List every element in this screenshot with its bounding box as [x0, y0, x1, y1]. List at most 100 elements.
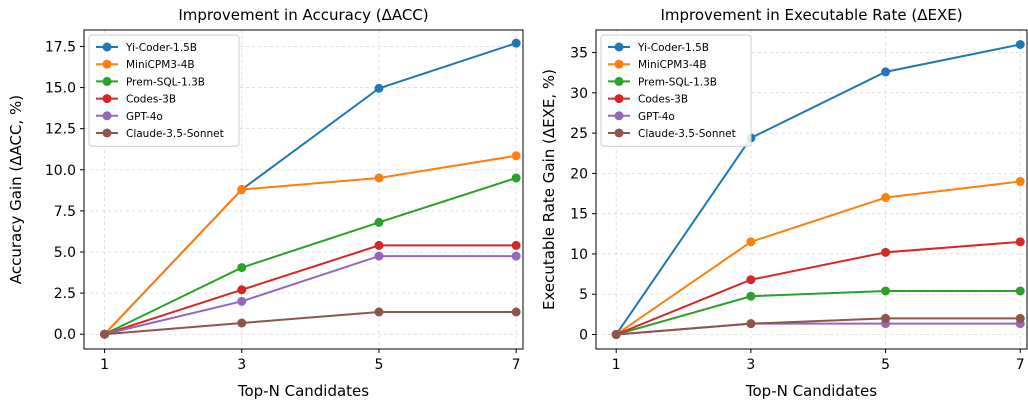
x-axis-label: Top-N Candidates — [745, 382, 877, 400]
y-tick-label: 12.5 — [45, 122, 76, 138]
y-tick-label: 35 — [570, 46, 588, 62]
data-point — [1015, 313, 1025, 323]
y-tick-label: 0.0 — [54, 327, 76, 343]
legend-label: Prem-SQL-1.3B — [126, 76, 205, 88]
legend-item: GPT-4o — [96, 111, 163, 123]
legend-marker — [102, 128, 112, 138]
data-point — [1015, 40, 1025, 49]
x-axis-label: Top-N Candidates — [237, 382, 369, 400]
legend-marker — [102, 59, 112, 69]
y-tick-label: 2.5 — [54, 286, 76, 302]
legend-label: Claude-3.5-Sonnet — [638, 128, 736, 140]
legend-item: Yi-Coder-1.5B — [96, 42, 197, 54]
data-point — [237, 296, 247, 306]
data-point — [511, 240, 521, 250]
legend-marker — [614, 59, 624, 69]
legend-label: GPT-4o — [638, 111, 675, 123]
data-point — [374, 217, 384, 227]
x-tick-label: 1 — [612, 357, 621, 373]
legend-marker — [614, 42, 624, 52]
legend-item: Prem-SQL-1.3B — [96, 76, 205, 88]
data-point — [511, 307, 521, 317]
y-tick-label: 5.0 — [54, 245, 76, 261]
legend-label: GPT-4o — [126, 111, 163, 123]
y-tick-label: 7.5 — [54, 204, 76, 220]
series-line-Claude-3.5-Sonnet — [104, 311, 517, 336]
data-point — [511, 38, 521, 48]
legend-marker — [102, 42, 112, 52]
series-line-Yi-Coder-1.5B — [615, 43, 1021, 336]
legend-marker — [102, 76, 112, 86]
legend-label: Yi-Coder-1.5B — [637, 42, 709, 54]
legend-label: Claude-3.5-Sonnet — [126, 128, 224, 140]
legend-item: Yi-Coder-1.5B — [608, 42, 709, 54]
legend-label: Prem-SQL-1.3B — [638, 76, 717, 88]
x-tick-label: 3 — [746, 357, 755, 373]
data-point — [881, 247, 891, 257]
data-point — [746, 237, 756, 247]
x-tick-label: 7 — [1016, 357, 1025, 373]
data-point — [1015, 176, 1025, 186]
legend: Yi-Coder-1.5B MiniCPM3-4B Prem-SQL-1.3B Cod… — [600, 34, 752, 147]
legend-item: Prem-SQL-1.3B — [608, 76, 717, 88]
legend: Yi-Coder-1.5B MiniCPM3-4B Prem-SQL-1.3B Cod… — [88, 34, 240, 147]
legend-item: MiniCPM3-4B — [608, 59, 707, 71]
data-point — [881, 313, 891, 323]
y-tick-label: 15 — [570, 207, 588, 223]
legend-label: Yi-Coder-1.5B — [125, 42, 197, 54]
legend-marker — [102, 111, 112, 121]
data-point — [374, 240, 384, 250]
legend-marker — [614, 76, 624, 86]
x-tick-label: 1 — [100, 357, 109, 373]
data-point — [511, 251, 521, 261]
series-line-Codes-3B — [104, 244, 517, 336]
series-line-MiniCPM3-4B — [103, 154, 517, 335]
y-tick-label: 15.0 — [45, 81, 76, 97]
data-point — [374, 173, 384, 183]
y-axis-label: Executable Rate Gain (ΔEXE, %) — [540, 69, 558, 310]
y-tick-label: 10.0 — [45, 163, 76, 179]
series-line-Claude-3.5-Sonnet — [616, 317, 1021, 336]
series-line-GPT-4o — [104, 255, 517, 336]
data-point — [374, 251, 384, 261]
legend-item: MiniCPM3-4B — [96, 59, 195, 71]
data-point — [611, 330, 621, 339]
legend-item: Claude-3.5-Sonnet — [608, 128, 736, 140]
chart-title: Improvement in Accuracy (ΔACC) — [178, 6, 428, 24]
y-tick-label: 30 — [570, 86, 588, 102]
legend-label: MiniCPM3-4B — [126, 59, 195, 71]
x-tick-label: 5 — [374, 357, 383, 373]
data-point — [237, 263, 247, 273]
y-tick-label: 10 — [570, 247, 588, 263]
x-tick-label: 3 — [237, 357, 246, 373]
chart-panel-1: 0.0 2.5 5.0 7.5 10.0 12.5 15.0 17.5 1 3 5 7 Improvem… — [7, 6, 524, 400]
legend-item: GPT-4o — [608, 111, 675, 123]
data-point — [237, 318, 247, 328]
legend-marker — [614, 94, 624, 104]
data-point — [100, 329, 110, 339]
y-tick-label: 0 — [579, 328, 588, 344]
axes-frame — [83, 29, 524, 350]
y-tick-label: 5 — [579, 287, 588, 303]
series-line-Prem-SQL-1.3B — [104, 177, 517, 336]
axes-frame — [595, 29, 1028, 350]
legend-marker — [102, 94, 112, 104]
legend-box — [88, 34, 240, 147]
data-point — [374, 307, 384, 317]
legend-marker — [614, 128, 624, 138]
y-axis-label: Accuracy Gain (ΔACC, %) — [7, 95, 25, 284]
data-point — [881, 193, 891, 203]
legend-label: Codes-3B — [638, 94, 688, 106]
series-line-MiniCPM3-4B — [615, 180, 1021, 336]
chart-title: Improvement in Executable Rate (ΔEXE) — [660, 6, 962, 24]
data-point — [511, 173, 521, 183]
data-point — [746, 319, 756, 329]
legend-item: Codes-3B — [96, 94, 176, 106]
y-tick-label: 25 — [570, 126, 588, 142]
data-point — [746, 291, 756, 301]
data-point — [374, 83, 384, 93]
legend-label: MiniCPM3-4B — [638, 59, 707, 71]
legend-item: Claude-3.5-Sonnet — [96, 128, 224, 140]
